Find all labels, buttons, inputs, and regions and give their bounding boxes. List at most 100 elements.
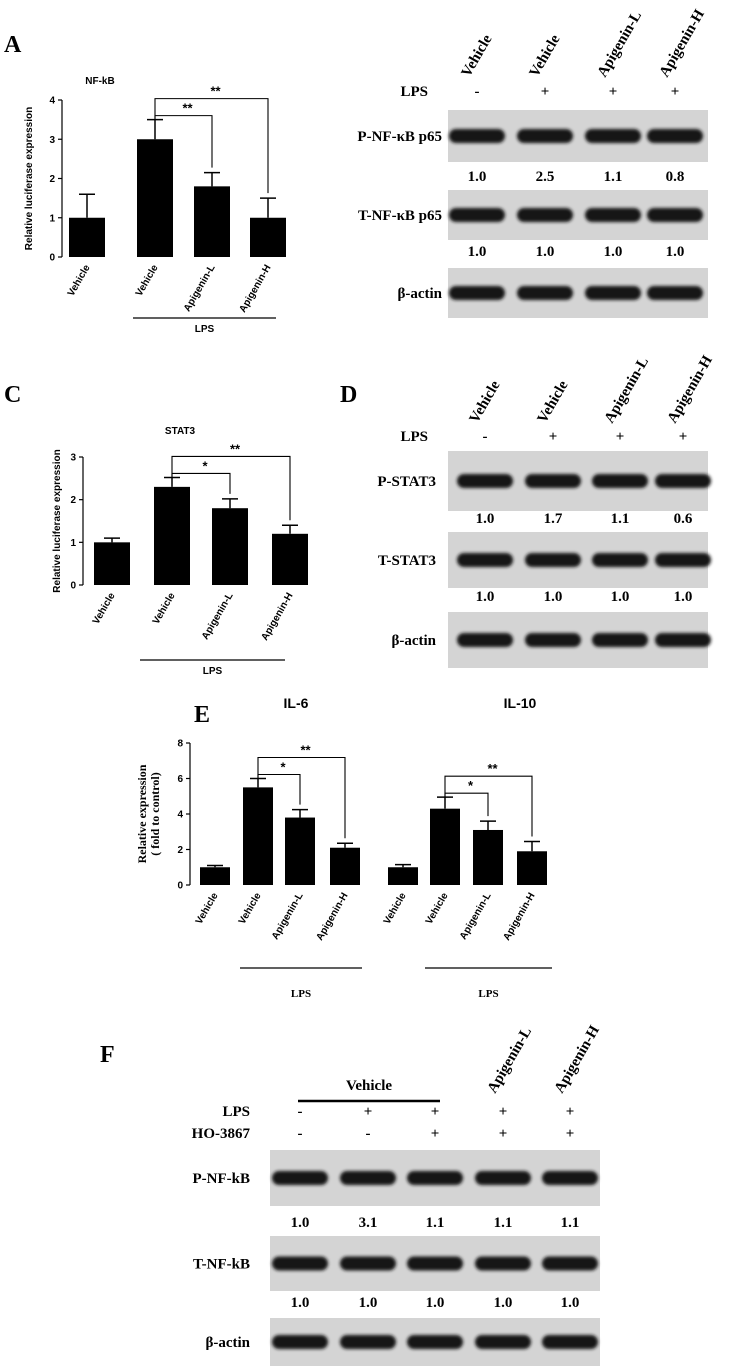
quantification: 1.1 — [426, 1215, 445, 1231]
treatment-label: LPS — [400, 429, 428, 445]
y-tick-label: 2 — [177, 845, 183, 856]
chart-title: NF-kB — [85, 76, 114, 87]
blot-band — [407, 1256, 463, 1271]
error-bar — [480, 820, 496, 830]
significance-label: * — [202, 458, 208, 473]
x-tick-label: Vehicle — [151, 591, 178, 627]
quantification: 1.0 — [476, 511, 495, 527]
lane-label: Vehicle — [527, 32, 564, 80]
blot-band — [457, 474, 513, 488]
significance-label: * — [280, 760, 286, 775]
x-tick-label: Vehicle — [194, 891, 221, 927]
x-tick-label: Apigenin-H — [314, 891, 350, 943]
quantification: 1.0 — [476, 589, 495, 605]
treatment-sign: + — [549, 429, 558, 445]
blot-band — [449, 208, 505, 222]
significance-label: ** — [300, 743, 311, 758]
treatment-sign: - — [298, 1126, 303, 1142]
blot-row-label: T-STAT3 — [378, 553, 436, 569]
significance-label: ** — [210, 84, 221, 99]
lane-group-label: Vehicle — [346, 1078, 392, 1094]
y-axis-label: Relative luciferase expression — [24, 107, 35, 250]
group-label: LPS — [195, 324, 215, 335]
blot-band — [525, 633, 581, 647]
y-tick-label: 8 — [177, 739, 183, 750]
blot-band — [475, 1256, 531, 1271]
quantification: 1.0 — [611, 589, 630, 605]
blot-row-label: P-NF-κB p65 — [357, 129, 442, 145]
lane-label: Apigenin-L — [595, 8, 646, 80]
error-bar — [337, 842, 353, 848]
error-bar — [222, 498, 238, 509]
significance-bracket — [154, 98, 269, 194]
error-bar — [524, 840, 540, 852]
treatment-sign: + — [431, 1104, 440, 1120]
group-label: LPS — [203, 666, 223, 677]
treatment-label: LPS — [400, 84, 428, 100]
chart-title: STAT3 — [165, 426, 196, 437]
treatment-sign: + — [499, 1104, 508, 1120]
x-tick-label: Apigenin-L — [200, 591, 236, 642]
blot-band — [655, 553, 711, 567]
blot-row-label: T-NF-kB — [193, 1257, 250, 1273]
error-bar — [395, 863, 411, 868]
y-tick-label: 3 — [70, 453, 76, 464]
treatment-sign: + — [364, 1104, 373, 1120]
blot-band — [340, 1171, 396, 1185]
significance-bracket — [171, 455, 291, 521]
x-tick-label: Apigenin-H — [237, 263, 273, 315]
chart-title: IL-10 — [504, 695, 537, 711]
x-tick-label: Vehicle — [424, 891, 451, 927]
quantification: 1.1 — [494, 1215, 513, 1231]
treatment-sign: + — [671, 84, 680, 100]
quantification: 1.0 — [291, 1215, 310, 1231]
quantification: 1.0 — [561, 1295, 580, 1311]
treatment-sign: + — [566, 1126, 575, 1142]
blot-row-label: β-actin — [391, 633, 436, 649]
treatment-sign: + — [679, 429, 688, 445]
bar — [285, 817, 315, 885]
significance-label: ** — [487, 761, 498, 776]
y-tick-label: 4 — [177, 810, 183, 821]
quantification: 1.0 — [291, 1295, 310, 1311]
quantification: 1.7 — [544, 511, 563, 527]
blot-row-label: β-actin — [397, 286, 442, 302]
treatment-sign: + — [499, 1126, 508, 1142]
blot-band — [525, 474, 581, 488]
treatment-sign: + — [431, 1126, 440, 1142]
blot-band — [272, 1256, 328, 1271]
error-bar — [104, 537, 120, 543]
error-bar — [79, 193, 95, 218]
blot-band — [517, 129, 573, 143]
lane-label: Vehicle — [535, 378, 572, 426]
treatment-label: LPS — [222, 1104, 250, 1120]
x-tick-label: Vehicle — [66, 263, 93, 299]
quantification: 1.0 — [674, 589, 693, 605]
bar — [388, 867, 418, 885]
error-bar — [292, 808, 308, 818]
blot-band — [592, 474, 648, 488]
significance-label: ** — [230, 441, 241, 456]
bar — [94, 542, 130, 585]
y-tick-label: 1 — [49, 213, 55, 224]
treatment-label: HO-3867 — [192, 1126, 251, 1142]
y-axis-label: Relative luciferase expression — [52, 449, 63, 592]
x-tick-label: Apigenin-L — [458, 891, 494, 942]
error-bar — [164, 476, 180, 487]
blot-band — [655, 474, 711, 488]
y-tick-label: 2 — [70, 495, 76, 506]
blot-band — [517, 208, 573, 222]
group-label: LPS — [478, 988, 498, 1000]
blot-band — [407, 1171, 463, 1185]
significance-bracket — [444, 775, 533, 837]
bar — [473, 829, 503, 885]
blot-row-label: T-NF-κB p65 — [358, 208, 442, 224]
chart-title: IL-6 — [284, 695, 309, 711]
lane-label: Apigenin-H — [657, 7, 709, 80]
blot-band — [542, 1256, 598, 1271]
x-tick-label: Vehicle — [237, 891, 264, 927]
significance-bracket — [257, 756, 346, 839]
blot-band — [407, 1335, 463, 1349]
lane-label: Apigenin-L — [485, 1024, 536, 1096]
error-bar — [282, 524, 298, 534]
